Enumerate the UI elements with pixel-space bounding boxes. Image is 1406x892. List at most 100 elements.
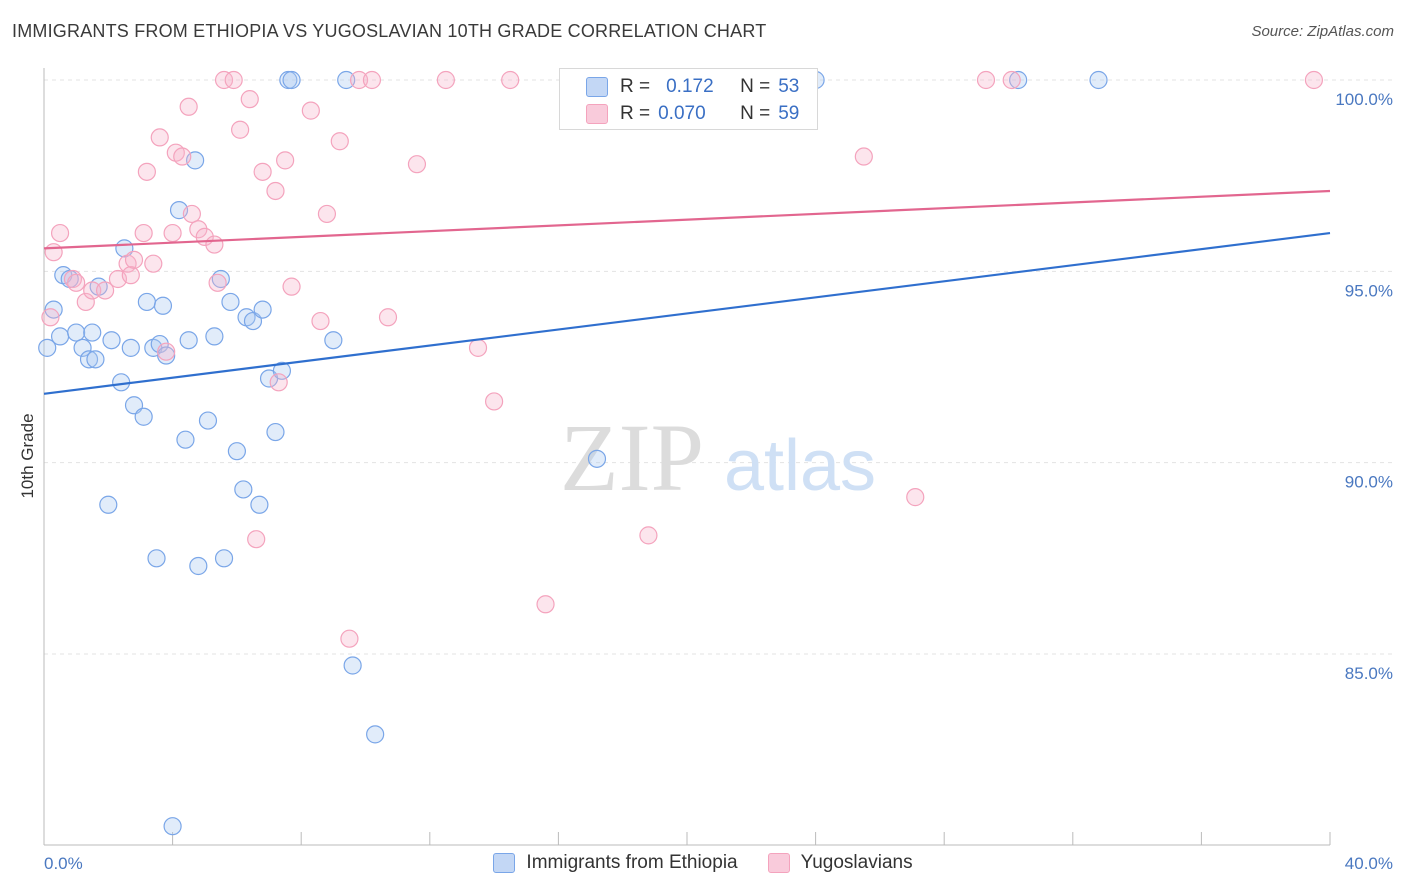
ethiopia-trend-line — [43, 231, 1331, 395]
ethiopia-point — [50, 327, 70, 346]
ethiopia-point — [157, 346, 176, 365]
ethiopia-point — [83, 323, 102, 342]
legend-r-value-ethiopia: 0.172 — [666, 76, 714, 97]
ethiopia-point — [137, 292, 156, 312]
yugoslavian-trend-line — [43, 189, 1331, 250]
yugoslavian-point — [95, 281, 115, 300]
y-tick-label-1: 90.0% — [1345, 473, 1393, 492]
yugoslavian-point — [906, 488, 925, 507]
bottom-legend-item-yugoslavians: Yugoslavians — [767, 852, 913, 874]
legend-r-label: R = — [620, 103, 651, 124]
yugoslavian-point — [76, 292, 95, 312]
yugoslavian-point — [137, 162, 156, 181]
legend-swatch-ethiopia — [586, 77, 608, 97]
yugoslavian-point — [83, 281, 102, 300]
ethiopia-point — [176, 430, 195, 449]
ethiopia-point — [121, 338, 140, 357]
series-ethiopia-points — [38, 70, 1108, 836]
yugoslavian-point — [124, 250, 144, 269]
y-tick-labels: 85.0% 90.0% 95.0% 100.0% — [1335, 90, 1393, 683]
y-axis-title: 10th Grade — [18, 413, 37, 498]
ethiopia-point — [205, 327, 224, 346]
yugoslavian-point — [501, 70, 520, 90]
ethiopia-point — [102, 331, 121, 350]
yugoslavian-point — [378, 308, 398, 327]
bottom-legend-label-yugoslavians: Yugoslavians — [800, 852, 913, 873]
bottom-legend-swatch-ethiopia — [493, 853, 516, 873]
ethiopia-point — [189, 556, 208, 576]
bottom-legend-swatch-yugoslavians — [767, 853, 790, 873]
yugoslavian-point — [1304, 70, 1324, 90]
y-tick-label-3: 100.0% — [1335, 90, 1393, 109]
yugoslavian-point — [1002, 70, 1021, 90]
legend-r-value-yugoslavians: 0.070 — [658, 103, 706, 124]
source-label: Source: ZipAtlas.com — [1251, 23, 1394, 40]
ethiopia-point — [253, 300, 272, 319]
ethiopia-point — [324, 331, 343, 350]
yugoslavian-point — [214, 70, 234, 90]
ethiopia-point — [221, 292, 240, 312]
watermark-zip: ZIP — [560, 404, 704, 511]
ethiopia-point — [250, 495, 269, 514]
legend-r-label: R = — [620, 76, 651, 97]
series-yugoslavians-points — [41, 70, 1324, 648]
yugoslavian-point — [163, 223, 182, 243]
yugoslavian-point — [266, 181, 285, 201]
yugoslavian-point — [276, 151, 295, 170]
ethiopia-point — [337, 70, 356, 90]
ethiopia-point — [227, 442, 246, 461]
legend-row-ethiopia: R = 0.172 N = 53 — [560, 74, 799, 100]
ethiopia-point — [272, 361, 292, 380]
ethiopia-point — [266, 422, 285, 442]
yugoslavian-point — [173, 147, 192, 166]
legend-n-label: N = — [740, 103, 771, 124]
yugoslavian-point — [253, 162, 272, 181]
yugoslavian-point — [157, 342, 176, 361]
yugoslavian-point — [976, 70, 996, 90]
yugoslavian-point — [41, 308, 60, 327]
ethiopia-point — [67, 323, 86, 342]
legend-n-value-ethiopia: 53 — [778, 76, 800, 97]
bottom-legend-label-ethiopia: Immigrants from Ethiopia — [526, 852, 738, 873]
chart-title: IMMIGRANTS FROM ETHIOPIA VS YUGOSLAVIAN … — [12, 21, 767, 41]
legend-n-value-yugoslavians: 59 — [778, 103, 800, 124]
ethiopia-point — [198, 411, 218, 430]
ethiopia-point — [587, 449, 607, 468]
x-tick-label-max: 40.0% — [1345, 854, 1393, 873]
ethiopia-point — [366, 725, 385, 744]
yugoslavian-point — [179, 97, 198, 116]
yugoslavian-point — [282, 277, 301, 296]
ethiopia-point — [38, 338, 57, 357]
ethiopia-point — [73, 338, 92, 357]
watermark-atlas: atlas — [724, 426, 876, 506]
yugoslavian-point — [67, 273, 86, 292]
legend-row-yugoslavians: R = 0.070 N = 59 — [560, 101, 799, 127]
yugoslavian-point — [50, 223, 70, 243]
ethiopia-point — [79, 350, 99, 369]
ethiopia-point — [86, 350, 105, 369]
legend-n-label: N = — [740, 76, 771, 97]
y-tick-label-2: 95.0% — [1345, 281, 1393, 300]
watermark: ZIP atlas — [560, 404, 876, 511]
gridlines — [44, 79, 1394, 655]
yugoslavian-point — [362, 70, 382, 90]
x-ticks — [43, 832, 1331, 845]
yugoslavian-point — [349, 70, 369, 90]
legend-swatch-yugoslavians — [586, 104, 608, 124]
yugoslavian-point — [854, 147, 873, 166]
yugoslavian-point — [536, 595, 555, 614]
ethiopia-point — [147, 549, 166, 568]
x-tick-label-min: 0.0% — [44, 854, 83, 873]
yugoslavian-point — [121, 266, 140, 285]
ethiopia-point — [99, 495, 118, 514]
yugoslavian-point — [330, 132, 349, 151]
yugoslavian-point — [407, 155, 427, 174]
yugoslavian-point — [240, 90, 259, 109]
y-tick-label-0: 85.0% — [1345, 664, 1393, 683]
ethiopia-point — [214, 549, 234, 568]
yugoslavian-point — [224, 70, 243, 90]
bottom-legend: Immigrants from Ethiopia Yugoslavians — [0, 852, 1406, 874]
yugoslavian-point — [485, 392, 504, 411]
yugoslavian-point — [301, 101, 320, 120]
